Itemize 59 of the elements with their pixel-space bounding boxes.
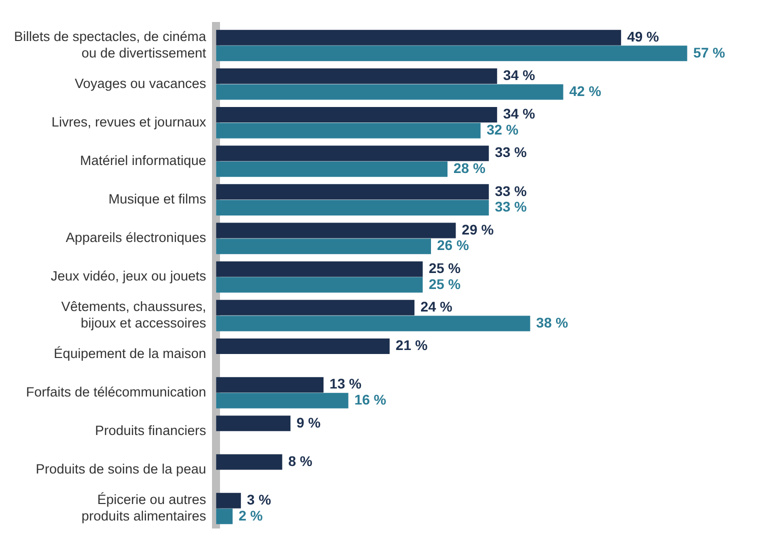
bar	[216, 454, 282, 470]
data-label: 34 %	[503, 67, 536, 84]
bar	[216, 84, 564, 100]
y-tick-label: Livres, revues et journaux	[52, 114, 206, 130]
bar	[216, 200, 489, 216]
data-label: 26 %	[436, 237, 470, 254]
data-label: 2 %	[238, 507, 264, 524]
data-label: 13 %	[330, 376, 362, 392]
bar	[216, 277, 423, 293]
data-label: 49 %	[627, 28, 660, 44]
bar	[216, 492, 241, 508]
y-tick-label: Vêtements, chaussures, bijoux et accessoires	[61, 299, 206, 330]
data-label: 57 %	[693, 44, 726, 60]
data-label: 33 %	[494, 198, 528, 215]
bar	[216, 46, 688, 62]
bar	[216, 377, 324, 393]
data-label: 29 %	[462, 221, 494, 238]
data-label: 9 %	[296, 414, 322, 430]
bar	[216, 146, 489, 162]
bar	[216, 316, 530, 332]
y-tick-label: Musique et films	[108, 192, 206, 207]
data-label: 34 %	[503, 106, 536, 122]
bar	[216, 107, 498, 123]
bar	[216, 338, 390, 354]
data-label: 38 %	[536, 314, 569, 330]
bar	[216, 392, 348, 408]
data-label: 25 %	[428, 276, 462, 292]
bar	[216, 122, 481, 138]
y-tick-label: Voyages ou vacances	[74, 76, 206, 91]
y-tick-label: Produits de soins de la peau	[36, 462, 206, 477]
y-tick-label: Billets de spectacles, de cinéma ou de divertissement	[14, 29, 207, 60]
bar	[216, 68, 498, 84]
data-label: 21 %	[396, 337, 428, 354]
bar	[216, 30, 622, 46]
bar	[216, 261, 423, 277]
y-tick-label: Produits financiers	[95, 423, 206, 438]
bar	[216, 222, 456, 238]
data-label: 3 %	[246, 491, 272, 508]
data-label: 8 %	[288, 452, 313, 469]
bar	[216, 508, 233, 524]
y-tick-label: Matériel informatique	[80, 152, 206, 168]
data-label: 24 %	[420, 298, 453, 315]
data-label: 16 %	[354, 392, 387, 408]
y-tick-label: Forfaits de télécommunication	[26, 384, 206, 400]
y-tick-label: Appareils électroniques	[66, 230, 206, 246]
y-tick-label: Jeux vidéo, jeux ou jouets	[50, 268, 206, 284]
y-tick-label: Équipement de la maison	[54, 346, 206, 361]
bar	[216, 416, 290, 432]
data-label: 32 %	[486, 121, 520, 138]
bar	[216, 184, 489, 200]
bar	[216, 238, 431, 254]
data-label: 33 %	[494, 182, 528, 199]
bar	[216, 300, 414, 316]
data-label: 42 %	[569, 82, 602, 99]
bar	[216, 161, 448, 177]
y-tick-label: Épicerie ou autres produits alimentaires	[82, 492, 206, 524]
data-label: 25 %	[428, 260, 462, 276]
data-label: 28 %	[454, 160, 486, 176]
data-label: 33 %	[494, 144, 528, 160]
